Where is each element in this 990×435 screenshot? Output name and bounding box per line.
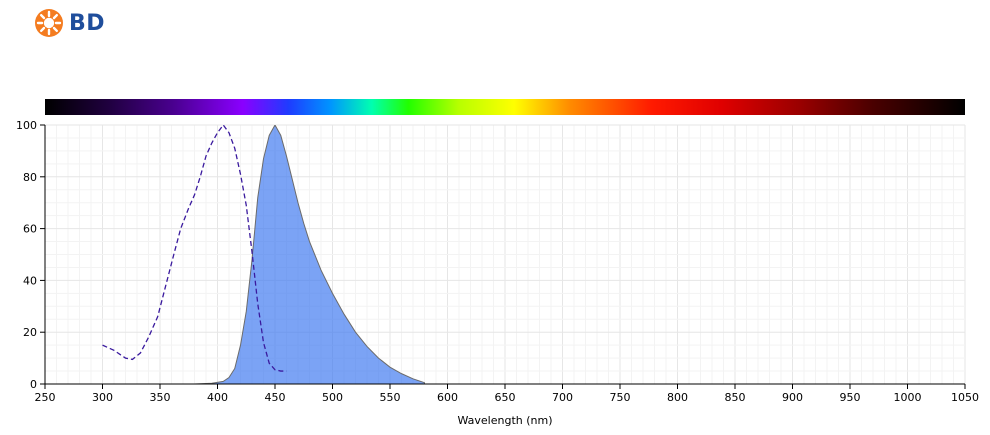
excitation-dashed-series <box>102 125 287 372</box>
plot-axes: 250 300 350 400 450 500 550 600 650 700 750 800 850 9… <box>16 119 979 404</box>
brand-name: BD <box>69 10 106 36</box>
plot-series <box>102 125 425 384</box>
x-tick-label: 700 <box>552 391 573 404</box>
brand-logo[interactable]: BD <box>34 8 105 38</box>
x-tick-label: 750 <box>610 391 631 404</box>
x-tick-label: 850 <box>725 391 746 404</box>
x-tick-label: 1050 <box>951 391 979 404</box>
x-tick-label: 450 <box>265 391 286 404</box>
y-tick-label: 80 <box>23 171 37 184</box>
x-axis-title: Wavelength (nm) <box>457 414 552 427</box>
y-tick-label: 0 <box>30 378 37 391</box>
x-tick-label: 250 <box>35 391 56 404</box>
bd-sun-icon <box>35 9 63 37</box>
x-tick-label: 300 <box>92 391 113 404</box>
x-tick-label: 500 <box>322 391 343 404</box>
plot-grid <box>44 124 966 385</box>
y-tick-label: 20 <box>23 326 37 339</box>
emission-area-series <box>194 125 425 384</box>
x-tick-label: 550 <box>380 391 401 404</box>
x-tick-label: 400 <box>207 391 228 404</box>
x-tick-label: 650 <box>495 391 516 404</box>
y-tick-label: 40 <box>23 274 37 287</box>
x-tick-label: 900 <box>782 391 803 404</box>
x-tick-label: 600 <box>437 391 458 404</box>
x-tick-label: 350 <box>150 391 171 404</box>
y-tick-label: 100 <box>16 119 37 132</box>
x-tick-label: 800 <box>667 391 688 404</box>
x-tick-label: 950 <box>840 391 861 404</box>
x-tick-label: 1000 <box>894 391 922 404</box>
wavelength-spectrum-bar <box>45 99 965 115</box>
y-tick-label: 60 <box>23 223 37 236</box>
